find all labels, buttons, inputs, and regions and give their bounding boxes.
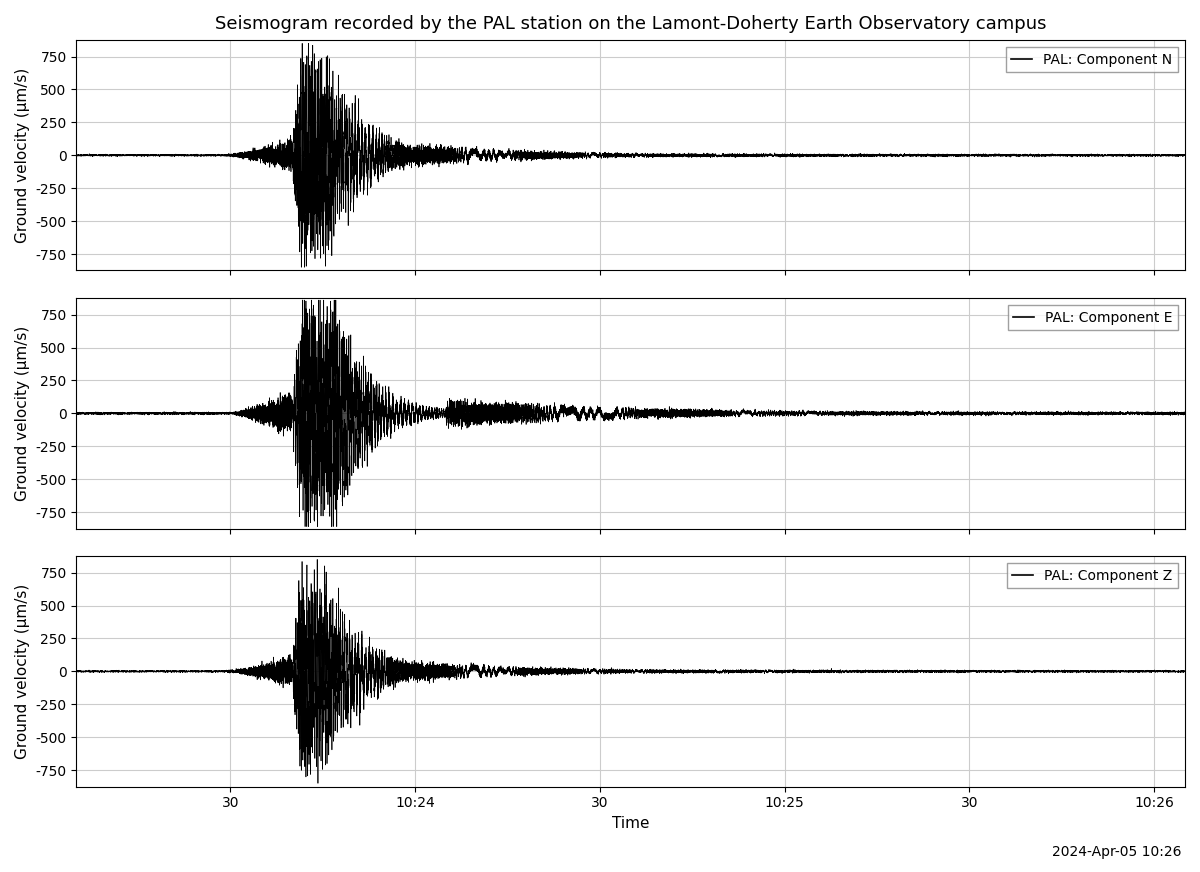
Title: Seismogram recorded by the PAL station on the Lamont-Doherty Earth Observatory c: Seismogram recorded by the PAL station o… [215, 15, 1046, 33]
Legend: PAL: Component E: PAL: Component E [1008, 305, 1178, 330]
Legend: PAL: Component Z: PAL: Component Z [1007, 563, 1178, 589]
Y-axis label: Ground velocity (μm/s): Ground velocity (μm/s) [14, 326, 30, 501]
Y-axis label: Ground velocity (μm/s): Ground velocity (μm/s) [14, 583, 30, 759]
X-axis label: Time: Time [612, 816, 649, 831]
Y-axis label: Ground velocity (μm/s): Ground velocity (μm/s) [14, 68, 30, 243]
Text: 2024-Apr-05 10:26: 2024-Apr-05 10:26 [1052, 845, 1182, 859]
Legend: PAL: Component N: PAL: Component N [1006, 47, 1178, 72]
